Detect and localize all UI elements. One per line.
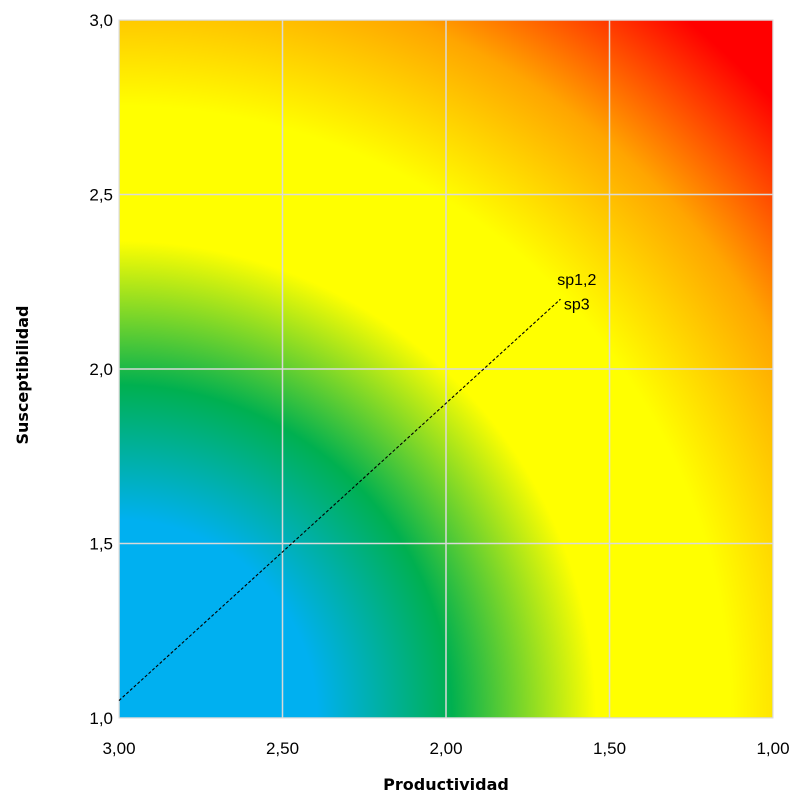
y-tick-label: 1,5 [89, 535, 113, 554]
x-tick-label: 1,50 [593, 739, 626, 758]
x-axis-title: Productividad [383, 775, 509, 794]
y-tick-label: 2,0 [89, 360, 113, 379]
x-axis-tick-labels: 3,00 2,50 2,00 1,50 1,00 [102, 739, 789, 758]
annotation-sp3: sp3 [564, 297, 590, 314]
reference-dashed-line [118, 298, 561, 701]
y-axis-tick-labels: 1,0 1,5 2,0 2,5 3,0 [89, 11, 113, 728]
y-tick-label: 3,0 [89, 11, 113, 30]
y-axis-title: Susceptibilidad [13, 306, 32, 445]
x-tick-label: 1,00 [756, 739, 789, 758]
annotation-sp12: sp1,2 [557, 272, 596, 289]
x-tick-label: 2,50 [266, 739, 299, 758]
plot-border [118, 19, 774, 719]
x-tick-label: 3,00 [102, 739, 135, 758]
grid-lines [119, 20, 773, 718]
y-tick-label: 1,0 [89, 709, 113, 728]
y-tick-label: 2,5 [89, 186, 113, 205]
x-tick-label: 2,00 [429, 739, 462, 758]
